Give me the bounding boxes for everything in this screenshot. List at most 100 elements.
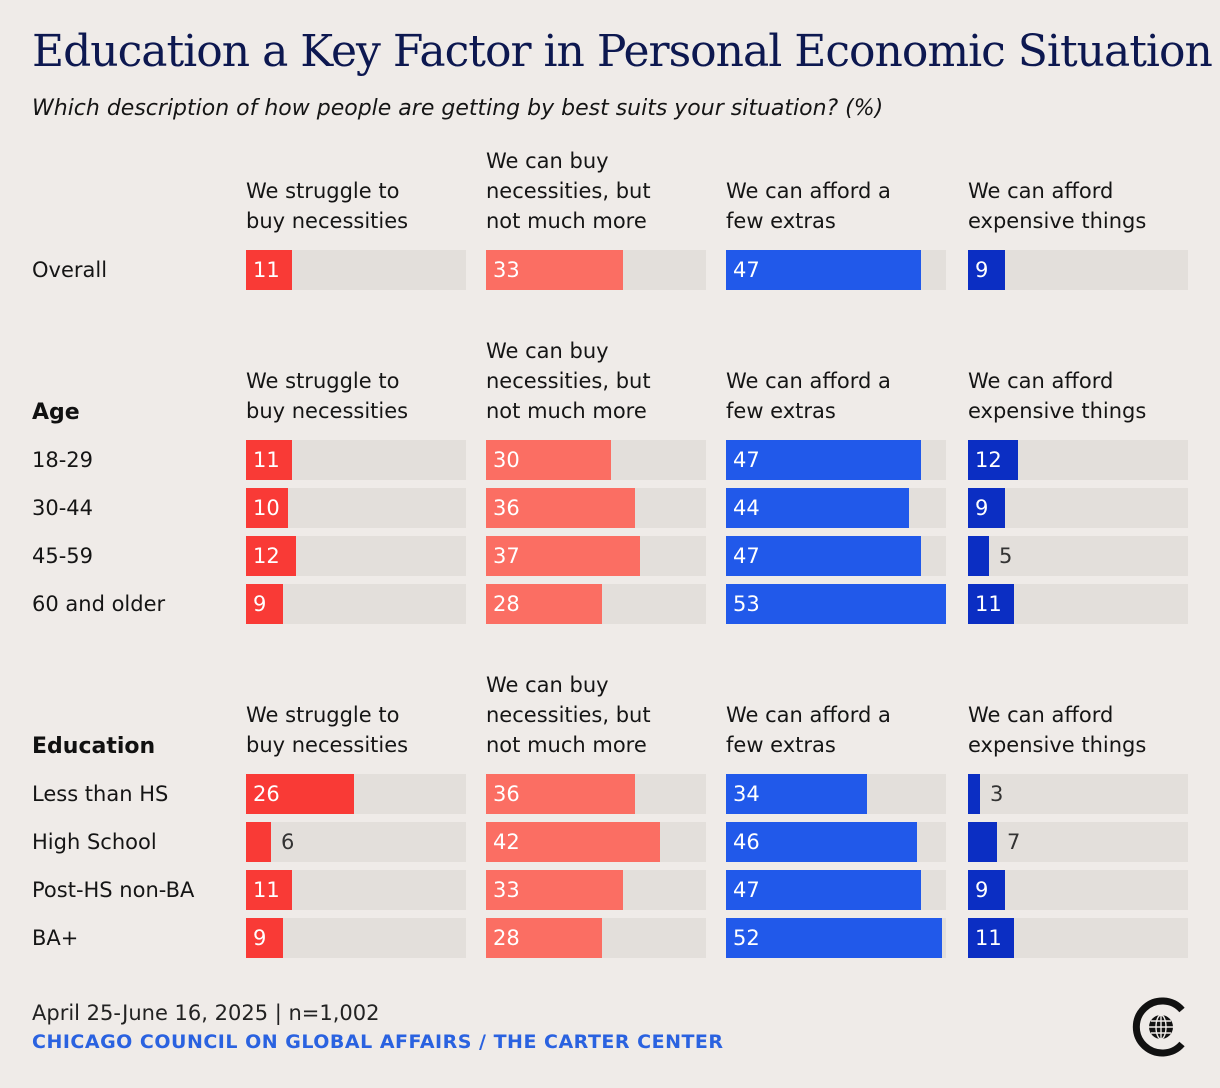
bar-expensive xyxy=(968,774,980,814)
bar-struggle xyxy=(246,536,296,576)
column-header-text: We struggle to buy necessities xyxy=(246,179,409,233)
bar-track-expensive: 9 xyxy=(968,488,1188,528)
bar-track-struggle: 10 xyxy=(246,488,466,528)
bar-expensive xyxy=(968,584,1014,624)
bar-track-expensive: 7 xyxy=(968,822,1188,862)
column-header-expensive: We can afford expensive things xyxy=(968,664,1188,760)
bar-buy-necessities xyxy=(486,774,635,814)
data-label: 9 xyxy=(253,926,267,950)
bar-struggle xyxy=(246,250,292,290)
data-label: 52 xyxy=(733,926,760,950)
bar-track-struggle: 11 xyxy=(246,870,466,910)
globe-c-logo-icon xyxy=(1132,997,1185,1057)
bar-buy-necessities xyxy=(486,870,623,910)
data-label: 28 xyxy=(493,926,520,950)
data-label: 42 xyxy=(493,830,520,854)
column-header-struggle: We struggle to buy necessities xyxy=(246,140,466,236)
bar-buy-necessities xyxy=(486,822,660,862)
bar-few-extras xyxy=(726,250,921,290)
bar-buy-necessities xyxy=(486,536,640,576)
bar-struggle xyxy=(246,822,271,862)
row-label: 45-59 xyxy=(32,544,94,568)
row-label: 60 and older xyxy=(32,592,166,616)
bar-track-struggle: 9 xyxy=(246,584,466,624)
column-header-text: We can afford expensive things xyxy=(968,369,1147,423)
column-header-text: We can buy necessities, but not much mor… xyxy=(486,673,651,757)
bar-expensive xyxy=(968,488,1005,528)
data-label: 46 xyxy=(733,830,760,854)
bar-track-buy-necessities: 30 xyxy=(486,440,706,480)
data-label: 5 xyxy=(999,544,1013,568)
column-header-text: We can afford expensive things xyxy=(968,703,1147,757)
data-label: 9 xyxy=(975,496,989,520)
bar-few-extras xyxy=(726,536,921,576)
bar-buy-necessities xyxy=(486,488,635,528)
row-label: Less than HS xyxy=(32,782,169,806)
bar-track-buy-necessities: 37 xyxy=(486,536,706,576)
bar-buy-necessities xyxy=(486,918,602,958)
column-header-text: We can afford a few extras xyxy=(726,369,891,423)
data-label: 11 xyxy=(975,592,1002,616)
bar-struggle xyxy=(246,584,283,624)
bar-track-few-extras: 34 xyxy=(726,774,946,814)
data-label: 11 xyxy=(253,448,280,472)
data-label: 11 xyxy=(253,258,280,282)
bar-track-struggle: 6 xyxy=(246,822,466,862)
column-header-expensive: We can afford expensive things xyxy=(968,140,1188,236)
bar-buy-necessities xyxy=(486,250,623,290)
bar-few-extras xyxy=(726,918,942,958)
data-label: 44 xyxy=(733,496,760,520)
bar-few-extras xyxy=(726,488,909,528)
data-label: 34 xyxy=(733,782,760,806)
data-label: 11 xyxy=(253,878,280,902)
column-header-text: We can afford expensive things xyxy=(968,179,1147,233)
bar-struggle xyxy=(246,440,292,480)
row-label: 30-44 xyxy=(32,496,94,520)
bar-few-extras xyxy=(726,440,921,480)
bar-track-buy-necessities: 28 xyxy=(486,584,706,624)
data-label: 10 xyxy=(253,496,280,520)
row-label: Overall xyxy=(32,258,108,282)
bar-track-buy-necessities: 33 xyxy=(486,870,706,910)
bar-track-expensive: 11 xyxy=(968,918,1188,958)
group-label-age: Age xyxy=(32,400,80,425)
chart-subtitle: Which description of how people are gett… xyxy=(32,96,884,121)
data-label: 3 xyxy=(990,782,1004,806)
data-label: 7 xyxy=(1007,830,1021,854)
bar-track-buy-necessities: 36 xyxy=(486,774,706,814)
data-label: 9 xyxy=(975,878,989,902)
column-header-struggle: We struggle to buy necessities xyxy=(246,330,466,426)
bar-struggle xyxy=(246,918,283,958)
data-label: 37 xyxy=(493,544,520,568)
data-label: 26 xyxy=(253,782,280,806)
source-credit: CHICAGO COUNCIL ON GLOBAL AFFAIRS / THE … xyxy=(32,1031,724,1053)
column-header-struggle: We struggle to buy necessities xyxy=(246,664,466,760)
bar-expensive xyxy=(968,822,997,862)
data-label: 47 xyxy=(733,544,760,568)
data-label: 33 xyxy=(493,258,520,282)
data-label: 36 xyxy=(493,782,520,806)
column-header-few-extras: We can afford a few extras xyxy=(726,140,946,236)
row-label: High School xyxy=(32,830,157,854)
bar-expensive xyxy=(968,250,1005,290)
survey-dates: April 25-June 16, 2025 | n=1,002 xyxy=(32,1001,380,1025)
column-header-expensive: We can afford expensive things xyxy=(968,330,1188,426)
data-label: 11 xyxy=(975,926,1002,950)
row-label: BA+ xyxy=(32,926,79,950)
bar-few-extras xyxy=(726,584,946,624)
bar-track-struggle: 26 xyxy=(246,774,466,814)
row-label: 18-29 xyxy=(32,448,94,472)
bar-expensive xyxy=(968,440,1018,480)
bar-track-struggle: 11 xyxy=(246,440,466,480)
bar-expensive xyxy=(968,536,989,576)
data-label: 12 xyxy=(253,544,280,568)
column-header-buy-necessities: We can buy necessities, but not much mor… xyxy=(486,140,706,236)
bar-few-extras xyxy=(726,870,921,910)
bar-track-few-extras: 52 xyxy=(726,918,946,958)
group-label-education: Education xyxy=(32,734,156,759)
data-label: 12 xyxy=(975,448,1002,472)
bar-track-struggle: 11 xyxy=(246,250,466,290)
bar-track-few-extras: 47 xyxy=(726,536,946,576)
data-label: 36 xyxy=(493,496,520,520)
bar-track-buy-necessities: 36 xyxy=(486,488,706,528)
